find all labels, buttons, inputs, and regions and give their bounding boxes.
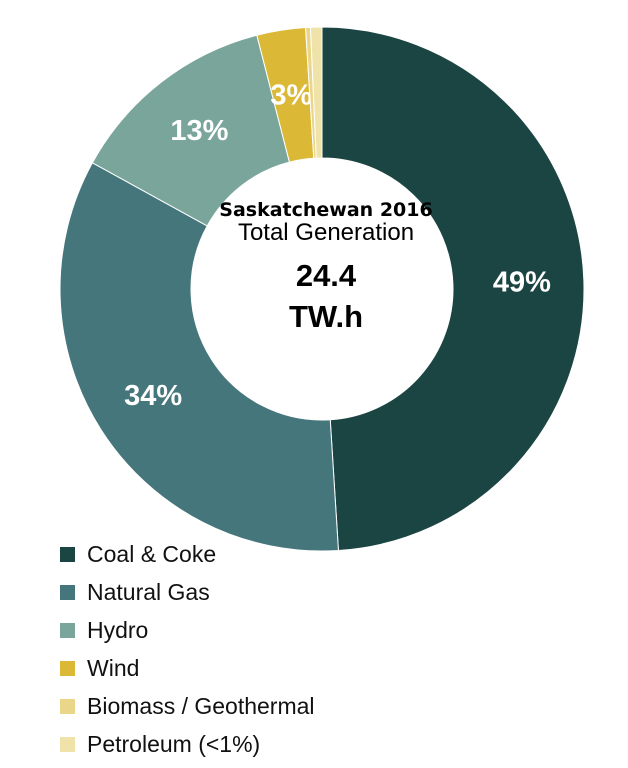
legend-label: Hydro <box>87 616 149 643</box>
chart-center-subtitle: Total Generation <box>237 219 415 246</box>
legend-item: Coal & Coke <box>60 535 315 573</box>
chart-legend: Coal & Coke Natural Gas Hydro Wind Biomass /… <box>60 535 315 763</box>
chart-center-title: Saskatchewan 2016 <box>219 199 433 221</box>
legend-label: Petroleum (<1%) <box>87 730 261 757</box>
data-label-wind: 3% <box>270 79 312 111</box>
chart-center-total-value: 24.4 <box>295 258 357 293</box>
legend-swatch <box>60 546 75 562</box>
data-label-natural-gas: 34% <box>124 380 182 412</box>
legend-label: Natural Gas <box>87 578 210 605</box>
legend-label: Biomass / Geothermal <box>87 692 315 719</box>
legend-swatch <box>60 584 75 600</box>
legend-swatch <box>60 622 75 638</box>
legend-swatch <box>60 698 75 714</box>
legend-swatch <box>60 660 75 676</box>
data-label-coal-coke: 49% <box>493 267 551 299</box>
legend-swatch <box>60 736 75 752</box>
legend-item: Biomass / Geothermal <box>60 687 315 725</box>
legend-item: Wind <box>60 649 315 687</box>
legend-label: Wind <box>87 654 140 681</box>
legend-item: Petroleum (<1%) <box>60 725 315 763</box>
legend-label: Coal & Coke <box>87 540 217 567</box>
slice-natural-gas <box>59 162 339 552</box>
data-label-hydro: 13% <box>170 115 228 147</box>
legend-item: Natural Gas <box>60 573 315 611</box>
donut-hole <box>191 158 453 420</box>
chart-center-unit: TW.h <box>288 299 364 334</box>
legend-item: Hydro <box>60 611 315 649</box>
